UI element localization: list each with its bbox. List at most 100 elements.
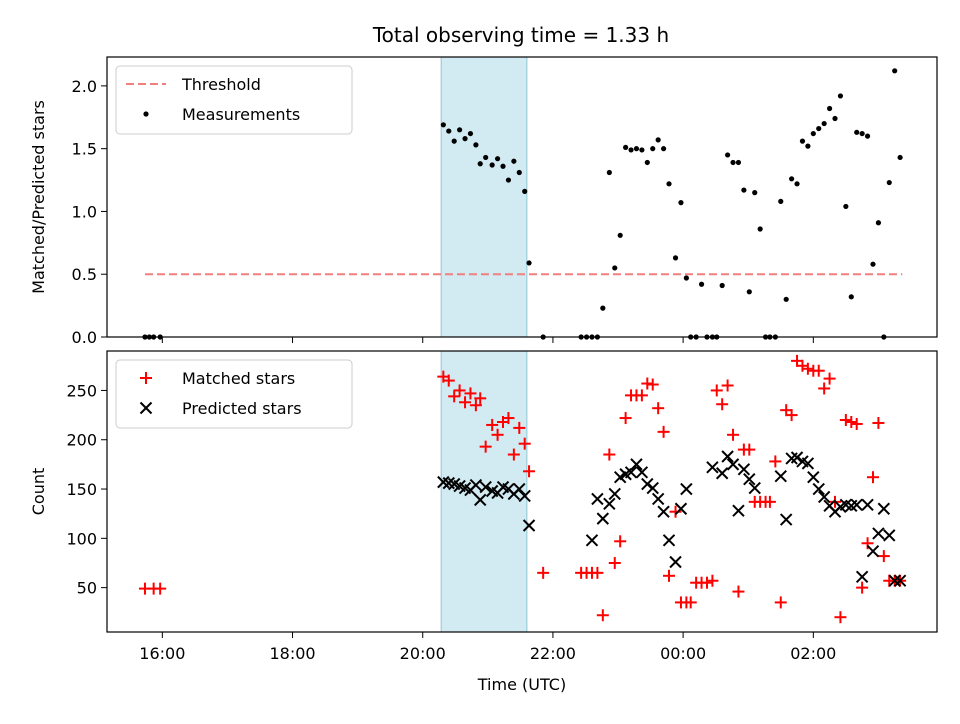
predicted-star-point — [877, 502, 891, 515]
measurement-point — [821, 120, 827, 127]
measurement-point — [446, 128, 452, 134]
predicted-star-point — [850, 498, 863, 512]
x-tick-label: 22:00 — [530, 644, 576, 663]
measurement-point — [644, 159, 650, 166]
measurement-point — [511, 158, 517, 164]
predicted-star-point — [596, 512, 610, 525]
predicted-star-point — [883, 529, 896, 542]
predicted-star-point — [651, 492, 665, 506]
predicted-star-point — [715, 467, 729, 480]
matched-star-point — [459, 396, 472, 409]
matched-star-point — [684, 596, 697, 609]
matched-star-point — [769, 455, 782, 468]
predicted-star-point — [732, 504, 745, 517]
measurement-point — [752, 190, 758, 196]
matched-star-point — [464, 387, 477, 400]
predicted-star-point — [518, 489, 531, 503]
measurement-point — [516, 169, 522, 176]
measurement-point — [678, 200, 684, 206]
predicted-star-point — [855, 570, 869, 583]
predicted-star-point — [748, 481, 761, 495]
predicted-star-point — [674, 502, 688, 515]
predicted-star-point — [817, 490, 831, 504]
matched-star-point — [154, 582, 167, 595]
predicted-star-point — [624, 466, 638, 479]
matched-star-point — [591, 566, 604, 579]
matched-star-point — [537, 566, 550, 579]
measurement-point — [628, 147, 634, 153]
chart-title: Total observing time = 1.33 h — [372, 23, 669, 47]
matched-star-point — [502, 412, 515, 425]
matched-star-point — [646, 378, 659, 391]
y-tick-label: 1.5 — [72, 140, 97, 159]
matched-star-point — [619, 412, 632, 425]
matched-star-point — [491, 428, 504, 441]
measurement-point — [467, 130, 474, 137]
measurement-point — [683, 275, 689, 281]
measurement-point — [526, 260, 532, 266]
measurement-point — [650, 146, 656, 152]
matched-star-point — [657, 425, 670, 438]
measurement-point — [666, 181, 672, 187]
matched-star-point — [721, 379, 734, 392]
matched-star-point — [866, 471, 879, 484]
axes-frame-1 — [106, 350, 938, 633]
matched-star-point — [872, 416, 885, 429]
matched-star-point — [700, 576, 713, 589]
legend-measurement-swatch — [143, 111, 149, 117]
y-tick-label: 0.0 — [72, 328, 97, 347]
matched-star-point — [839, 414, 852, 427]
predicted-star-point — [743, 472, 756, 486]
y-tick-label: 150 — [66, 480, 97, 499]
measurement-point — [600, 305, 606, 311]
measurement-point — [500, 163, 506, 169]
measurement-point — [735, 159, 742, 166]
measurement-point — [494, 156, 501, 162]
measurement-point — [655, 137, 661, 143]
measurement-point — [886, 179, 892, 186]
matched-star-point — [785, 409, 798, 422]
measurement-point — [489, 162, 495, 168]
measurement-point — [746, 289, 752, 295]
measurement-point — [606, 169, 612, 176]
matched-star-point — [614, 535, 627, 548]
predicted-star-point — [866, 544, 880, 558]
predicted-star-point — [726, 458, 740, 471]
predicted-star-point — [479, 480, 492, 494]
measurement-point — [623, 144, 629, 151]
axes-frame-0 — [106, 56, 938, 338]
measurement-point — [826, 105, 833, 112]
measurement-point — [875, 220, 882, 226]
matched-star-point — [469, 399, 482, 412]
measurement-point — [859, 130, 865, 137]
y-tick-label: 100 — [66, 529, 97, 548]
matched-star-point — [669, 505, 682, 518]
legend-label: Matched stars — [182, 369, 295, 388]
matched-star-point — [716, 398, 729, 411]
measurement-point — [843, 203, 849, 210]
measurement-point — [854, 129, 860, 135]
predicted-star-point — [662, 534, 676, 547]
predicted-star-point — [591, 492, 604, 506]
highlight-span-0 — [440, 56, 528, 338]
matched-star-point — [743, 443, 756, 456]
predicted-star-point — [779, 513, 793, 526]
measurement-point — [870, 261, 876, 267]
y-tick-label: 2.0 — [72, 77, 97, 96]
matched-star-point — [856, 581, 869, 594]
predicted-star-point — [669, 555, 682, 569]
matched-star-point — [710, 384, 723, 397]
matched-star-point — [474, 392, 487, 405]
legend-label: Predicted stars — [182, 399, 302, 418]
matched-star-point — [706, 574, 719, 587]
matched-star-point — [845, 415, 858, 428]
matched-star-point — [453, 384, 466, 397]
measurement-point — [639, 147, 645, 153]
measurement-point — [832, 115, 838, 122]
predicted-star-point — [641, 477, 654, 491]
matched-star-point — [513, 421, 526, 434]
measurement-point — [612, 265, 618, 271]
predicted-star-point — [790, 451, 804, 464]
x-tick-label: 00:00 — [660, 644, 706, 663]
